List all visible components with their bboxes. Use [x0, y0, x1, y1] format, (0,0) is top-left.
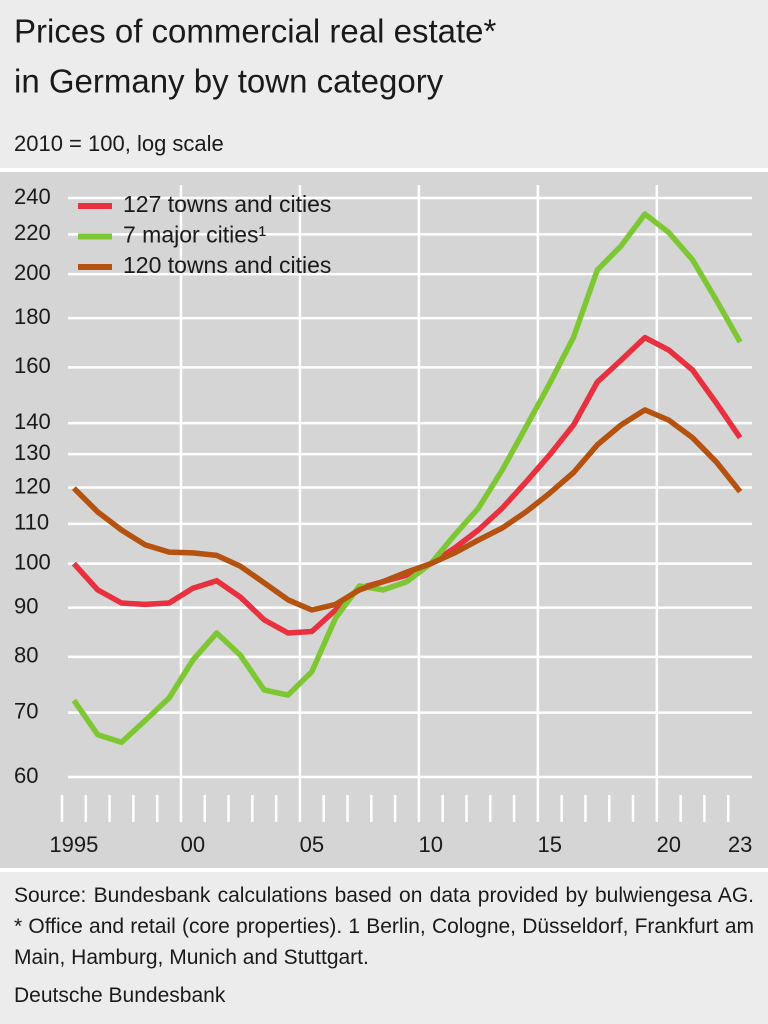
x-tick-label: 05 [300, 832, 324, 857]
x-tick-label: 00 [181, 832, 205, 857]
y-tick-label: 90 [14, 593, 38, 618]
line-series [71, 407, 743, 613]
y-tick-label: 80 [14, 643, 38, 668]
y-tick-label: 140 [14, 409, 51, 434]
chart-title: Prices of commercial real estate* [14, 13, 496, 50]
y-tick-label: 120 [14, 473, 51, 498]
y-tick-label: 100 [14, 549, 51, 574]
y-tick-label: 220 [14, 220, 51, 245]
y-tick-label: 240 [14, 184, 51, 209]
y-tick-label: 200 [14, 260, 51, 285]
y-tick-label: 70 [14, 698, 38, 723]
y-tick-label: 110 [14, 510, 49, 535]
y-tick-label: 60 [14, 763, 38, 788]
legend-label: 7 major cities¹ [123, 222, 266, 248]
publisher: Deutsche Bundesbank [14, 984, 226, 1007]
x-tick-label: 1995 [49, 832, 98, 857]
x-tick-label: 20 [656, 832, 680, 857]
chart-subtitle: 2010 = 100, log scale [14, 131, 224, 156]
source-note: Source: Bundesbank calculations based on… [14, 884, 754, 969]
legend-label: 127 towns and cities [123, 191, 331, 217]
chart-title: in Germany by town category [14, 63, 444, 100]
x-tick-label: 10 [419, 832, 443, 857]
y-tick-label: 180 [14, 304, 51, 329]
line-series [71, 334, 743, 636]
y-tick-label: 160 [14, 353, 51, 378]
line-series [71, 211, 743, 746]
x-tick-label: 15 [538, 832, 562, 857]
plot-panel [0, 172, 768, 868]
x-tick-label: 23 [728, 832, 752, 857]
y-tick-label: 130 [14, 440, 51, 465]
legend-label: 120 towns and cities [123, 252, 331, 278]
